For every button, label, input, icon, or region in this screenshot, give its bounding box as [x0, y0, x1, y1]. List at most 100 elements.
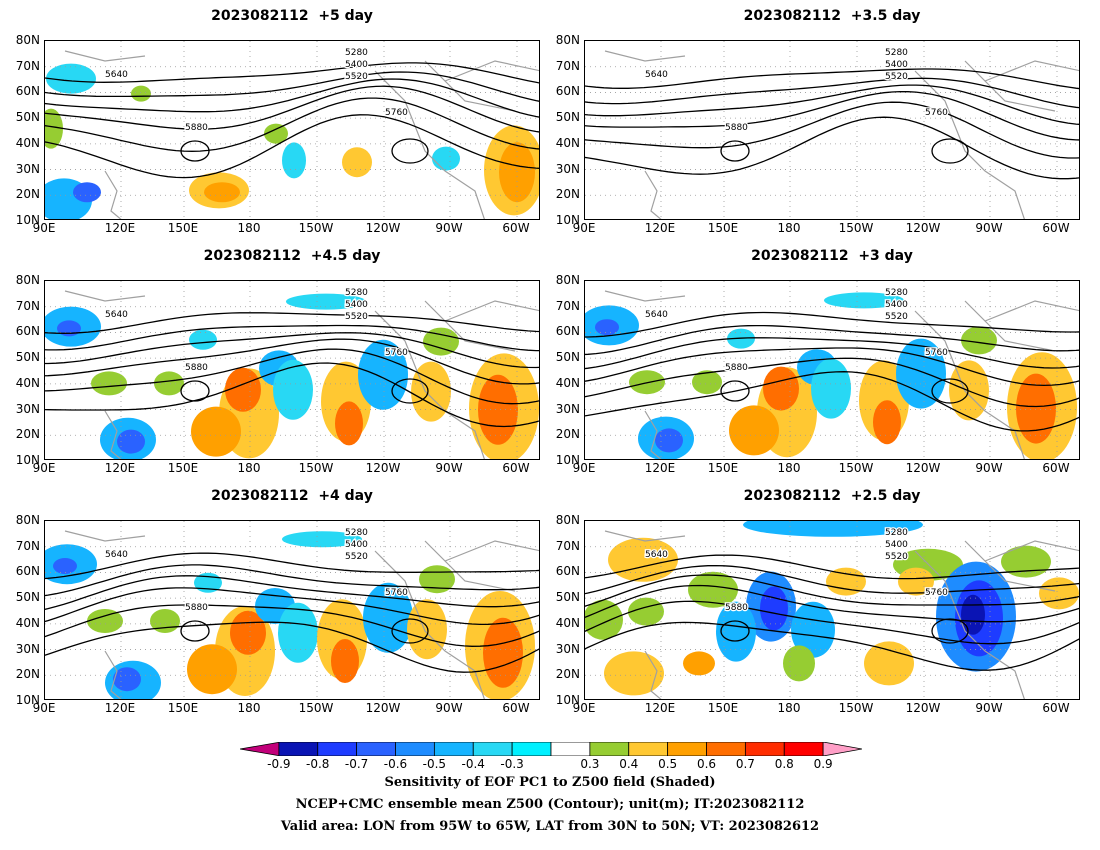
- contour-label: 5400: [885, 540, 908, 550]
- sensitivity-area: [335, 401, 363, 446]
- sensitivity-area: [1001, 545, 1051, 578]
- lon-tick-label: 90W: [975, 461, 1003, 475]
- lon-tick-label: 60W: [502, 701, 530, 715]
- lon-tick-label: 150E: [167, 221, 199, 235]
- z500-contour: [45, 114, 539, 179]
- lat-tick-label: 70N: [555, 58, 580, 73]
- sensitivity-area: [873, 400, 901, 445]
- lon-tick-label: 90E: [572, 701, 596, 715]
- lat-tick-label: 50N: [555, 350, 580, 365]
- lon-tick-label: 90E: [32, 221, 56, 235]
- contour-label: 5880: [185, 603, 208, 613]
- colorbar-segment: [511, 741, 552, 757]
- lon-tick-label: 120E: [104, 701, 136, 715]
- lon-tick-label: 90E: [32, 461, 56, 475]
- contour-label: 5760: [385, 348, 408, 358]
- panel-title: 2023082112 +2.5 day: [743, 488, 921, 504]
- lat-tick-label: 20N: [555, 187, 580, 202]
- sensitivity-area: [187, 644, 237, 695]
- lon-tick-label: 120W: [365, 461, 401, 475]
- lat-tick-label: 30N: [555, 161, 580, 176]
- lon-tick-label: 150W: [838, 221, 874, 235]
- lon-tick-label: 120W: [905, 461, 941, 475]
- contour-label: 5640: [645, 310, 668, 320]
- sensitivity-area: [358, 339, 408, 410]
- z500-contour: [585, 77, 1079, 109]
- contour-label: 5880: [725, 363, 748, 373]
- lon-tick-label: 150W: [838, 701, 874, 715]
- z500-contour: [45, 324, 539, 352]
- z500-contour: [585, 337, 1079, 370]
- contour-label: 5520: [345, 312, 368, 322]
- contour-label: 5520: [885, 552, 908, 562]
- lon-tick-label: 120W: [365, 221, 401, 235]
- lon-tick-label: 150W: [298, 701, 334, 715]
- lat-tick-label: 70N: [555, 538, 580, 553]
- z500-contour: [45, 338, 539, 385]
- sensitivity-area: [716, 601, 756, 662]
- colorbar-tick-label: 0.9: [813, 757, 833, 771]
- colorbar-segment: [822, 741, 863, 757]
- z500-contour: [45, 97, 539, 152]
- z500-contour: [585, 311, 1079, 338]
- z500-contour: [45, 564, 539, 597]
- sensitivity-area: [692, 370, 722, 395]
- lon-tick-label: 90W: [435, 221, 463, 235]
- sensitivity-area: [286, 293, 366, 310]
- sensitivity-area: [1016, 373, 1056, 444]
- sensitivity-area: [743, 521, 923, 537]
- contour-label: 5640: [645, 550, 668, 560]
- sensitivity-area: [729, 405, 779, 456]
- z500-contour: [585, 574, 1079, 607]
- colorbar-segment: [278, 741, 319, 757]
- lat-tick-label: 40N: [555, 375, 580, 390]
- contour-label: 5760: [925, 588, 948, 598]
- lat-tick-label: 70N: [555, 298, 580, 313]
- sensitivity-area: [961, 326, 997, 355]
- sensitivity-area: [278, 602, 318, 663]
- colorbar-tick-label: 0.5: [658, 757, 678, 771]
- colorbar-segment: [550, 741, 591, 757]
- panel-title: 2023082112 +3.5 day: [743, 8, 921, 24]
- lat-tick-label: 50N: [15, 590, 40, 605]
- colorbar-tick-label: 0.6: [696, 757, 717, 771]
- lat-tick-label: 20N: [555, 667, 580, 682]
- map-frame: 5280 5400 5520 5640 5760 5880: [44, 280, 540, 460]
- contour-label: 5880: [725, 123, 748, 133]
- lon-tick-label: 120W: [365, 701, 401, 715]
- contour-label: 5640: [105, 70, 128, 80]
- lat-tick-label: 60N: [555, 324, 580, 339]
- lat-tick-label: 10N: [15, 213, 40, 227]
- colorbar-tick-label: 0.4: [619, 757, 639, 771]
- coastline: [64, 290, 539, 459]
- coastline: [604, 290, 1079, 459]
- contour-label: 5880: [185, 123, 208, 133]
- lon-tick-label: 150E: [707, 221, 739, 235]
- lat-tick-label: 40N: [15, 375, 40, 390]
- lat-tick-label: 10N: [555, 693, 580, 707]
- map-frame: 5280 5400 5520 5640 5760 5880: [584, 520, 1080, 700]
- lat-tick-label: 30N: [15, 641, 40, 656]
- lon-tick-label: 90W: [435, 701, 463, 715]
- contour-label: 5400: [885, 300, 908, 310]
- colorbar-segment: [356, 741, 396, 757]
- z500-contour: [585, 357, 1079, 408]
- contour-label: 5760: [925, 108, 948, 118]
- lon-tick-label: 120E: [104, 221, 136, 235]
- lat-tick-label: 50N: [15, 110, 40, 125]
- lon-tick-label: 150E: [167, 701, 199, 715]
- z500-contour: [585, 347, 1079, 387]
- lat-tick-label: 20N: [15, 427, 40, 442]
- contour-label: 5640: [105, 310, 128, 320]
- lon-tick-label: 90W: [435, 461, 463, 475]
- colorbar-segment: [472, 741, 513, 757]
- lon-tick-label: 60W: [502, 221, 530, 235]
- contour-label: 5280: [345, 288, 368, 298]
- sensitivity-area: [73, 182, 101, 203]
- colorbar-tick-label: -0.8: [306, 757, 330, 771]
- lon-tick-label: 150E: [707, 701, 739, 715]
- lat-tick-label: 20N: [15, 667, 40, 682]
- sensitivity-area: [331, 639, 359, 683]
- contour-label: 5400: [345, 300, 368, 310]
- lat-tick-label: 50N: [15, 350, 40, 365]
